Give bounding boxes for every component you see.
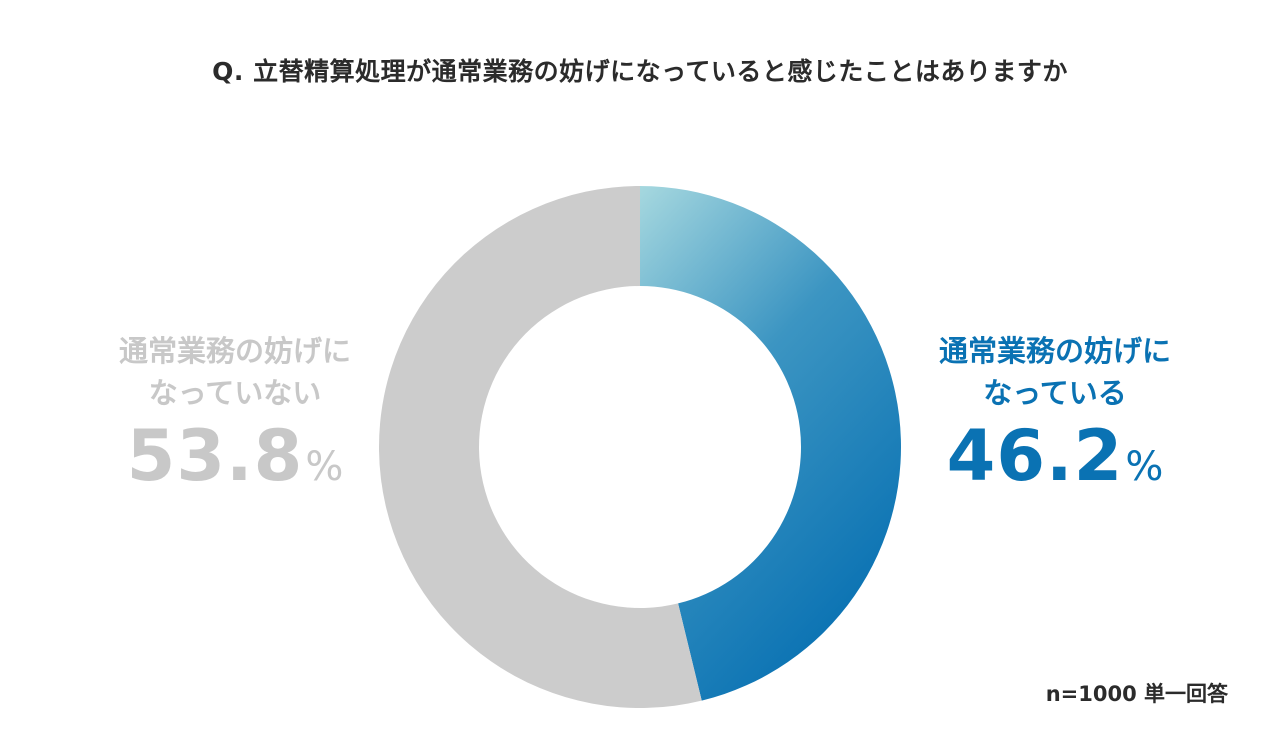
chart-title: Q. 立替精算処理が通常業務の妨げになっていると感じたことはありますか — [212, 57, 1068, 86]
slice-value-hindered: 46.2 — [946, 415, 1124, 497]
slice-unit-not-hindered: % — [305, 444, 344, 490]
slice-label-not-hindered-line2: なっていない — [148, 376, 322, 410]
donut-slice-not-hindered — [379, 186, 702, 708]
slice-label-hindered: 通常業務の妨げに なっている 46.2% — [880, 330, 1230, 513]
slice-value-not-hindered: 53.8 — [126, 415, 304, 497]
slice-unit-hindered: % — [1125, 444, 1164, 490]
slice-label-hindered-line1: 通常業務の妨げに — [938, 334, 1171, 368]
sample-note: n=1000 単一回答 — [1045, 682, 1228, 706]
slice-label-not-hindered-line1: 通常業務の妨げに — [118, 334, 351, 368]
slice-label-hindered-line2: なっている — [983, 376, 1127, 410]
donut-slice-hindered — [640, 186, 902, 701]
slice-label-not-hindered: 通常業務の妨げに なっていない 53.8% — [60, 330, 410, 513]
